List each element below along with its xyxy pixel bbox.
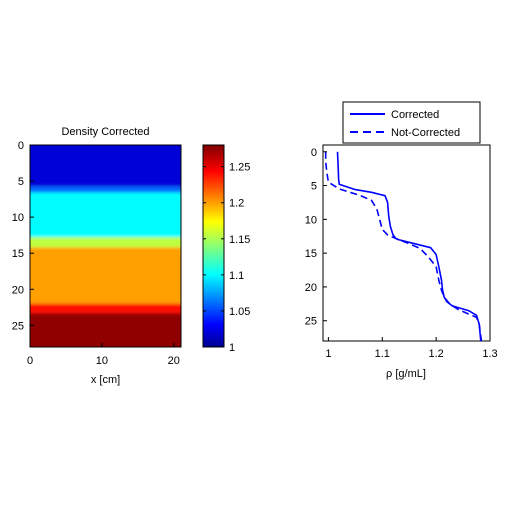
heatmap-axes: 0 10 20 0 5 10 15 20 25 (12, 140, 180, 367)
heatmap-ytick-label: 20 (12, 284, 24, 296)
legend-label-not-corrected: Not-Corrected (391, 127, 460, 139)
profile-xtick-label: 1.1 (375, 348, 390, 360)
profile-xtick-label: 1 (325, 348, 331, 360)
series-line-corrected (336, 151, 482, 342)
heatmap-band (30, 192, 181, 238)
profile-frame (322, 144, 491, 342)
profile-ytick-label: 0 (311, 147, 317, 159)
heatmap-band (30, 247, 181, 304)
heatmap-band (30, 313, 181, 347)
heatmap-xlabel: x [cm] (91, 374, 120, 386)
heatmap-band (30, 186, 181, 193)
heatmap-bands (30, 145, 181, 347)
profile-ytick-label: 5 (311, 181, 317, 193)
profile-xtick-label: 1.3 (482, 348, 497, 360)
profile-xtick-label: 1.2 (428, 348, 443, 360)
colorbar-tick-label: 1.1 (229, 270, 244, 282)
heatmap-xtick-label: 20 (168, 355, 180, 367)
legend-box (342, 101, 481, 144)
heatmap-ytick-label: 10 (12, 212, 24, 224)
heatmap-band (30, 303, 181, 314)
legend-label-corrected: Corrected (391, 109, 439, 121)
profile-xlabel: ρ [g/mL] (386, 368, 426, 380)
heatmap-frame (29, 144, 182, 348)
heatmap-xtick-label: 10 (96, 355, 108, 367)
heatmap-band (30, 237, 181, 248)
colorbar-tick-label: 1.15 (229, 234, 250, 246)
legend: Corrected Not-Corrected (342, 101, 481, 144)
profile-lines (324, 151, 483, 342)
colorbar-tick-label: 1.2 (229, 198, 244, 210)
series-line-not-corrected (324, 151, 483, 342)
heatmap-ytick-label: 25 (12, 320, 24, 332)
colorbar-tick-label: 1.05 (229, 306, 250, 318)
colorbar-tick-label: 1.25 (229, 162, 250, 174)
heatmap-band (30, 145, 181, 187)
profile-axes: 1 1.1 1.2 1.3 0 5 10 15 20 25 (305, 147, 498, 360)
heatmap-ytick-label: 0 (18, 140, 24, 152)
heatmap-ytick-label: 5 (18, 176, 24, 188)
profile-ytick-label: 20 (305, 282, 317, 294)
colorbar (202, 144, 225, 348)
profile-ytick-label: 10 (305, 214, 317, 226)
colorbar-ticks: 1 1.05 1.1 1.15 1.2 1.25 (203, 162, 250, 354)
profile-ytick-label: 25 (305, 316, 317, 328)
heatmap-band-group (30, 145, 181, 347)
heatmap-xtick-label: 0 (27, 355, 33, 367)
heatmap-title: Density Corrected (61, 126, 149, 138)
colorbar-tick-label: 1 (229, 342, 235, 354)
profile-ytick-label: 15 (305, 248, 317, 260)
heatmap-ytick-label: 15 (12, 248, 24, 260)
